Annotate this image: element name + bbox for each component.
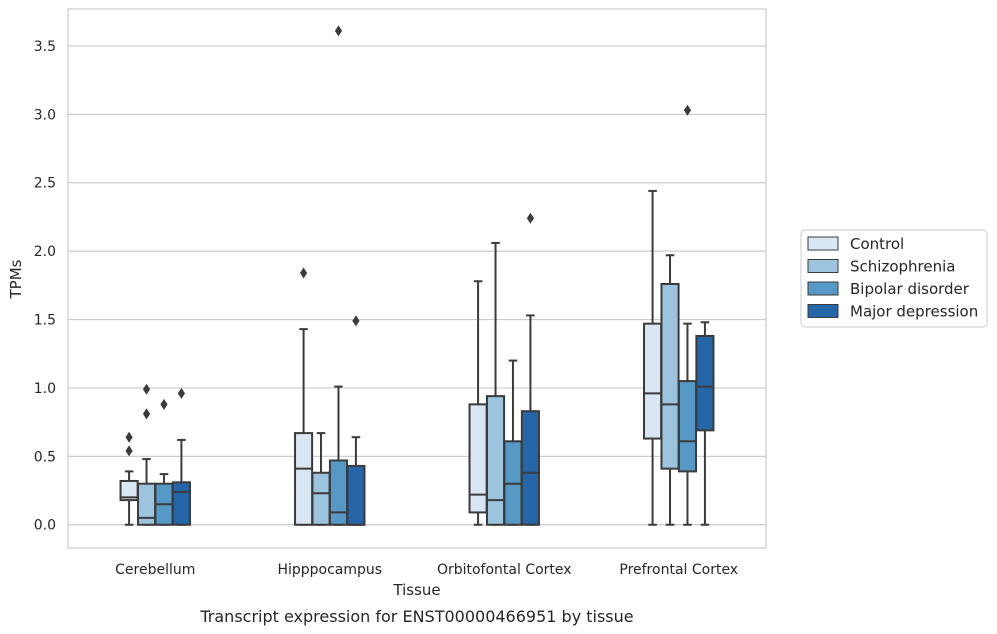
box-group — [660, 254, 680, 526]
box-iqr — [328, 459, 349, 526]
chart-caption: Transcript expression for ENST0000046695… — [199, 607, 633, 626]
legend-swatch — [807, 259, 839, 273]
legend: Control Schizophrenia Bipolar disorder Majo… — [800, 229, 988, 328]
y-tick-label: 2.0 — [34, 244, 56, 260]
x-axis-title: Tissue — [392, 581, 440, 599]
x-tick-label: Prefrontal Cortex — [619, 562, 738, 578]
box-group — [695, 321, 715, 526]
outlier-point — [125, 431, 133, 443]
outlier-point — [142, 383, 151, 395]
legend-swatch — [807, 304, 839, 318]
box-iqr — [643, 322, 663, 440]
box-iqr — [695, 334, 715, 432]
legend-items: Control Schizophrenia Bipolar disorder Majo… — [807, 235, 978, 321]
legend-swatch — [807, 236, 839, 251]
box-iqr — [677, 380, 698, 473]
box-group — [328, 25, 349, 526]
legend-swatch — [807, 281, 839, 296]
plot-frame — [67, 8, 767, 549]
outlier-point — [683, 104, 692, 116]
box-group — [677, 104, 698, 526]
boxes-layer — [119, 25, 715, 526]
box-group — [136, 383, 157, 526]
box-group — [171, 387, 191, 526]
legend-label: Control — [850, 235, 904, 253]
outlier-point — [142, 408, 151, 420]
y-tick-label: 3.0 — [34, 107, 56, 123]
y-tick-label: 3.5 — [34, 39, 56, 55]
box-iqr — [346, 464, 366, 526]
outlier-point — [334, 25, 343, 37]
box-group — [346, 315, 366, 526]
box-iqr — [660, 282, 680, 470]
y-tick-label: 0.0 — [34, 518, 56, 534]
box-group — [503, 359, 523, 526]
box-group — [294, 267, 314, 526]
box-group — [520, 212, 540, 526]
x-tick-labels: Cerebellum Hipppocampus Orbitofontal Corte… — [115, 562, 738, 578]
box-iqr — [485, 395, 506, 526]
box-iqr — [171, 481, 191, 526]
outlier-point — [299, 267, 308, 279]
legend-frame — [800, 229, 988, 328]
legend-label: Major depression — [850, 303, 978, 321]
outlier-point — [125, 445, 133, 457]
y-tick-labels: 0.0 0.5 1.0 1.5 2.0 2.5 3.0 3.5 — [34, 39, 56, 534]
y-tick-label: 1.0 — [34, 381, 56, 397]
y-tick-label: 2.5 — [34, 176, 56, 192]
y-tick-label: 0.5 — [34, 449, 56, 465]
box-group — [119, 431, 139, 526]
outlier-point — [177, 387, 186, 399]
legend-label: Bipolar disorder — [850, 280, 970, 298]
box-iqr — [311, 471, 331, 526]
x-tick-label: Cerebellum — [115, 562, 195, 578]
box-iqr — [294, 432, 314, 526]
outlier-point — [526, 212, 535, 224]
y-axis-title: TPMs — [7, 259, 25, 299]
x-tick-label: Hipppocampus — [277, 562, 382, 578]
box-iqr — [520, 410, 540, 526]
box-iqr — [468, 403, 488, 514]
outlier-point — [160, 398, 168, 410]
y-tick-label: 1.5 — [34, 313, 56, 329]
outlier-point — [352, 315, 360, 327]
legend-label: Schizophrenia — [850, 258, 955, 276]
x-tick-label: Orbitofontal Cortex — [437, 562, 572, 578]
